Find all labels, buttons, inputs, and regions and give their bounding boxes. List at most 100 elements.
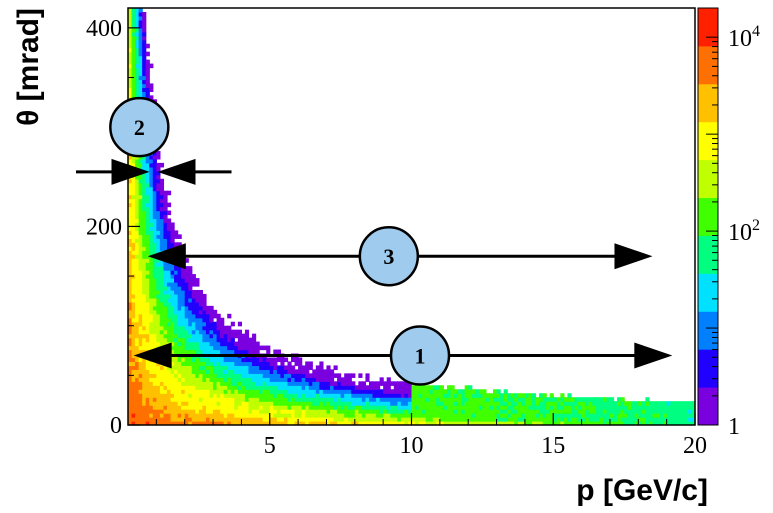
heatmap-cell [269,413,274,418]
heatmap-cell [617,409,622,414]
heatmap-cell [138,250,143,255]
heatmap-cell [205,377,211,382]
heatmap-cell [514,397,519,402]
heatmap-cell [159,309,165,315]
heatmap-cell [337,417,342,422]
heatmap-cell [138,397,143,402]
heatmap-cell [209,341,214,347]
heatmap-cell [142,230,147,235]
heatmap-cell [361,389,367,394]
heatmap-cell [493,389,498,394]
heatmap-cell [351,389,356,394]
heatmap-cell [301,421,306,425]
heatmap-cell [305,377,310,382]
heatmap-cell [142,87,147,92]
heatmap-cell [234,369,239,374]
heatmap-cell [166,230,172,235]
heatmap-cell [273,389,278,394]
heatmap-cell [213,413,218,418]
heatmap-cell [578,413,583,418]
heatmap-cell [156,321,161,327]
heatmap-cell [177,377,182,382]
heatmap-cell [220,417,225,422]
heatmap-cell [372,393,377,398]
heatmap-cell [230,393,235,398]
heatmap-cell [305,361,310,367]
heatmap-cell [145,238,150,243]
heatmap-cell [478,397,483,402]
heatmap-cell [567,393,572,398]
heatmap-cell [152,258,157,263]
heatmap-cell [135,55,140,61]
heatmap-cell [531,397,537,402]
heatmap-cell [308,385,313,390]
heatmap-cell [166,190,172,196]
heatmap-cell [298,365,303,370]
y-axis-title: θ [mrad] [12,8,45,126]
heatmap-cell [301,381,306,386]
heatmap-cell [670,421,675,425]
heatmap-cell [663,401,668,406]
heatmap-cell [135,262,140,267]
heatmap-cell [159,313,165,319]
heatmap-cell [574,409,579,414]
heatmap-cell [177,242,182,247]
heatmap-cell [259,381,264,386]
heatmap-cell [131,71,136,77]
heatmap-cell [145,413,150,418]
heatmap-cell [567,397,572,402]
heatmap-cell [581,417,586,422]
heatmap-cell [138,210,143,216]
heatmap-cell [446,385,452,390]
heatmap-cell [322,373,328,378]
heatmap-cell [315,373,320,378]
heatmap-cell [149,83,154,89]
heatmap-cell [308,405,313,410]
heatmap-cell [195,329,200,335]
heatmap-cell [220,401,225,406]
heatmap-cell [149,341,154,347]
heatmap-cell [128,329,133,335]
heatmap-cell [138,218,143,224]
heatmap-cell [429,401,434,406]
heatmap-cell [198,357,204,363]
heatmap-cell [131,393,136,398]
heatmap-cell [163,337,168,343]
heatmap-cell [131,270,136,275]
heatmap-cell [397,389,402,394]
heatmap-cell [673,421,678,425]
heatmap-cell [673,417,678,422]
heatmap-cell [503,417,508,422]
heatmap-cell [578,401,583,406]
heatmap-cell [159,274,165,279]
heatmap-cell [340,405,345,410]
heatmap-cell [489,401,494,406]
heatmap-cell [205,393,211,398]
heatmap-cell [138,63,143,69]
heatmap-cell [202,349,207,355]
heatmap-cell [145,190,150,196]
heatmap-cell [131,218,136,224]
heatmap-cell [482,409,487,414]
heatmap-cell [166,266,172,271]
heatmap-cell [344,409,349,414]
heatmap-cell [464,401,469,406]
heatmap-cell [485,421,491,425]
heatmap-cell [652,409,657,414]
heatmap-cell [135,214,140,220]
heatmap-cell [454,409,459,414]
heatmap-cell [308,413,313,418]
heatmap-cell [152,361,157,367]
heatmap-cell [131,190,136,196]
heatmap-cell [177,278,182,283]
heatmap-cell [149,206,154,212]
heatmap-cell [138,321,143,327]
heatmap-cell [163,421,168,425]
heatmap-cell [152,381,157,386]
heatmap-cell [145,158,150,164]
heatmap-cell [135,75,140,81]
heatmap-cell [252,361,257,367]
heatmap-cell [156,246,161,251]
heatmap-cell [170,405,175,410]
heatmap-cell [209,413,214,418]
